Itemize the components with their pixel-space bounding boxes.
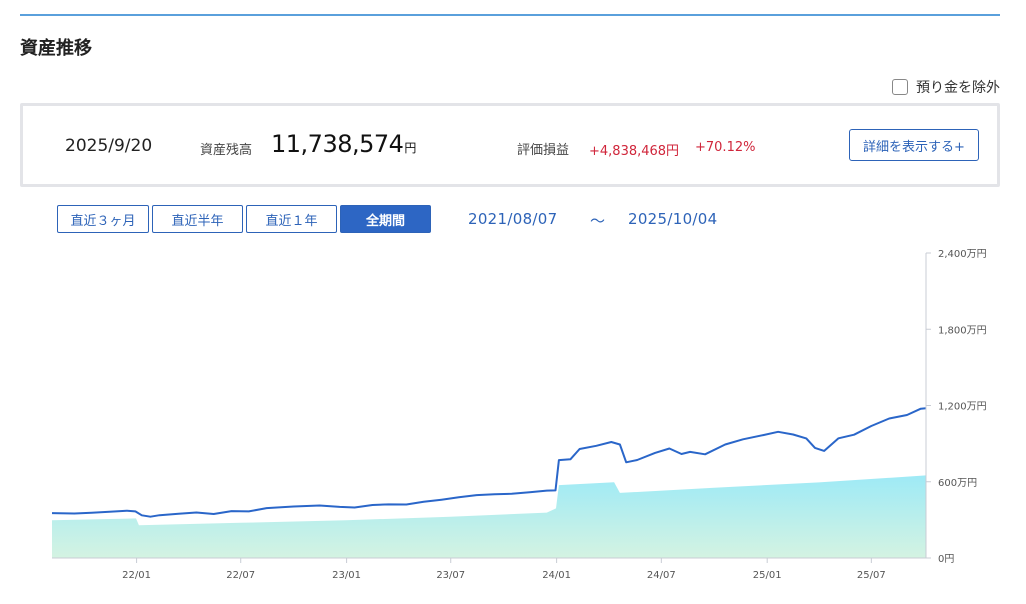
section-title: 資産推移	[20, 38, 92, 59]
x-tick-label: 23/01	[332, 570, 361, 581]
y-tick-label: 600万円	[938, 478, 977, 489]
top-divider	[20, 14, 1000, 16]
range-6-months-button[interactable]: 直近半年	[152, 205, 243, 233]
range-3-months-button[interactable]: 直近３ヶ月	[57, 205, 149, 233]
x-tick-label: 22/01	[122, 570, 151, 581]
x-tick-label: 25/01	[753, 570, 782, 581]
x-tick-label: 23/07	[436, 570, 465, 581]
x-tick-label: 24/07	[647, 570, 676, 581]
x-tick-label: 22/07	[226, 570, 255, 581]
balance-amount: 11,738,574	[271, 130, 404, 158]
principal-area-series	[52, 475, 926, 558]
asset-summary-card: 2025/9/20 資産残高 11,738,574円 評価損益 +4,838,4…	[20, 103, 1000, 187]
x-tick-label: 25/07	[857, 570, 886, 581]
range-all-button[interactable]: 全期間	[340, 205, 431, 233]
show-details-button[interactable]: 詳細を表示する+	[849, 129, 979, 161]
summary-date: 2025/9/20	[65, 136, 153, 156]
balance-value: 11,738,574円	[271, 130, 416, 158]
period-start: 2021/08/07	[468, 210, 558, 228]
exclude-deposit-toggle[interactable]: 預り金を除外	[892, 77, 1000, 97]
profit-loss-label: 評価損益	[517, 143, 570, 158]
profit-loss-value: +4,838,468円	[589, 144, 680, 159]
exclude-deposit-checkbox[interactable]	[892, 79, 908, 95]
asset-history-chart[interactable]: 2,400万円 1,800万円 1,200万円 600万円 0円 22/01 22/07 23…	[0, 236, 1026, 604]
y-tick-label: 0円	[938, 554, 954, 565]
y-tick-label: 1,200万円	[938, 402, 987, 413]
y-tick-label: 1,800万円	[938, 325, 987, 336]
profit-loss-percent: +70.12%	[695, 140, 756, 155]
asset-value-line-series	[51, 407, 927, 518]
x-tick-label: 24/01	[542, 570, 571, 581]
period-separator: 〜	[590, 212, 606, 230]
balance-unit: 円	[404, 141, 416, 155]
range-1-year-button[interactable]: 直近１年	[246, 205, 337, 233]
period-end: 2025/10/04	[628, 210, 718, 228]
exclude-deposit-label: 預り金を除外	[916, 80, 1000, 96]
balance-label: 資産残高	[200, 143, 253, 158]
range-selector: 直近３ヶ月 直近半年 直近１年 全期間	[57, 205, 434, 233]
y-tick-label: 2,400万円	[938, 249, 987, 260]
